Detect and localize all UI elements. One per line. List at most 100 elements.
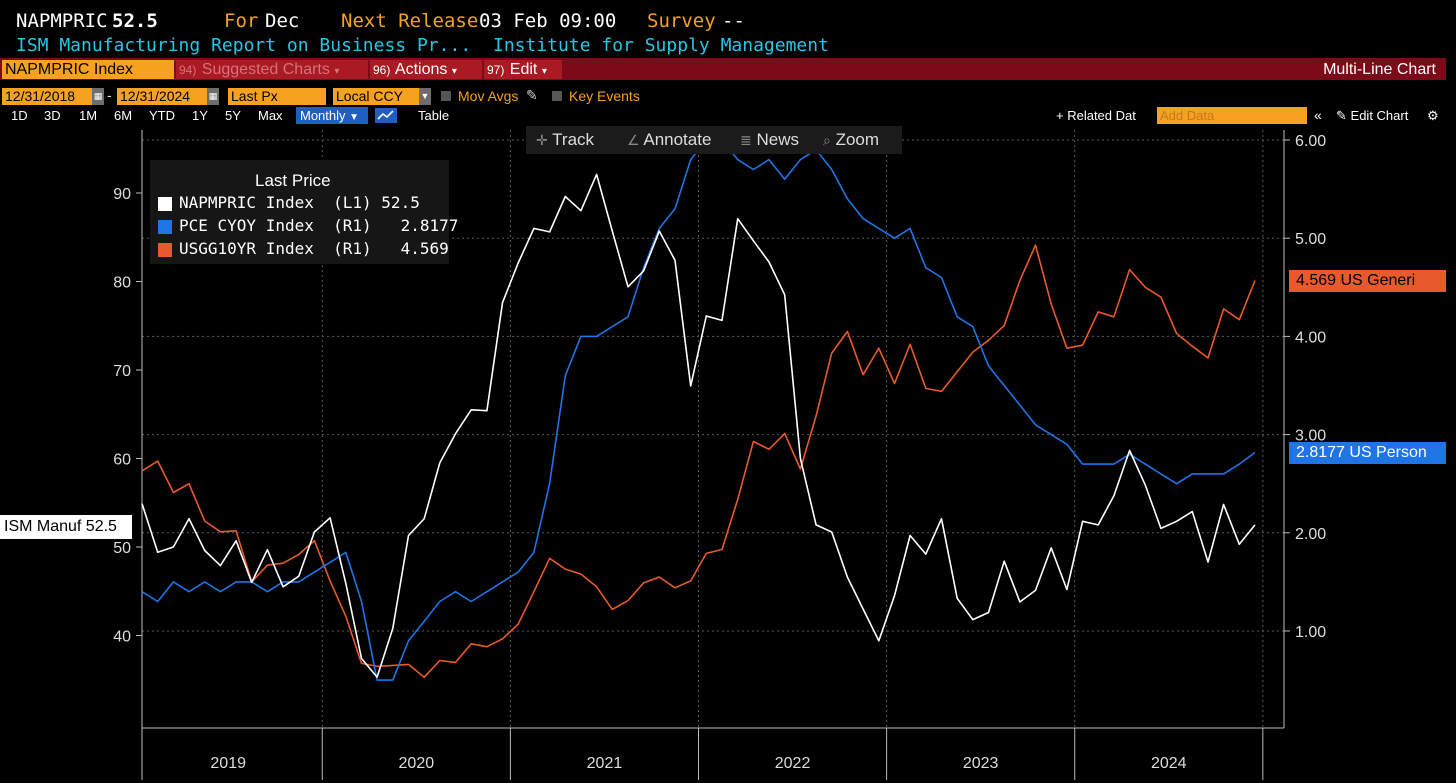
actions-menu[interactable]: 96) Actions ▾ (370, 60, 482, 79)
legend-value: 4.569 (400, 239, 449, 258)
legend-name: USGG10YR Index (179, 239, 314, 258)
right-tick-label: 6.00 (1295, 133, 1326, 150)
start-date-field[interactable]: 12/31/2018 (2, 88, 92, 105)
suggested-charts-menu[interactable]: 94) Suggested Charts ▾ (176, 60, 368, 79)
legend-name: NAPMPRIC Index (179, 193, 314, 212)
x-tick-label: 2024 (1151, 755, 1187, 772)
dropdown-icon: ▾ (451, 66, 457, 77)
x-tick-label: 2019 (210, 755, 246, 772)
for-value: Dec (265, 10, 300, 32)
frequency-label: Monthly (300, 108, 346, 123)
x-tick-label: 2022 (775, 755, 811, 772)
currency-select[interactable]: Local CCY (333, 88, 419, 105)
right-tick-label: 4.00 (1295, 329, 1326, 346)
legend-value: 52.5 (381, 193, 420, 212)
axes: 1.00 2.00 3.00 4.00 5.00 6.00 40 50 60 70 80 90 2019… (113, 130, 1326, 780)
legend-value: 2.8177 (400, 216, 459, 235)
range-6m[interactable]: 6M (114, 108, 133, 123)
range-max[interactable]: Max (258, 108, 283, 123)
legend-item-pce[interactable]: PCE CYOY Index (R1) 2.8177 (179, 216, 458, 235)
pencil-icon: ✎ (1336, 108, 1347, 123)
last-value: 52.5 (112, 10, 158, 32)
legend-item-usgg[interactable]: USGG10YR Index (R1) 4.569 (179, 239, 449, 258)
dropdown-icon: ▾ (541, 66, 547, 77)
edit-chart-label: Edit Chart (1350, 108, 1409, 123)
report-name: ISM Manufacturing Report on Business Pr.… (16, 35, 472, 56)
menu-bar: NAPMPRIC Index 94) Suggested Charts ▾ 96… (0, 58, 1446, 80)
range-5y[interactable]: 5Y (225, 108, 241, 123)
dropdown-icon: ▾ (334, 66, 340, 77)
menu-number: 96) (373, 63, 391, 77)
related-data-button[interactable]: + Related Dat (1056, 108, 1136, 123)
dropdown-icon: ▼ (349, 112, 360, 123)
legend-axis: (L1) (333, 193, 372, 212)
source-name: Institute for Supply Management (493, 35, 829, 56)
calendar-icon[interactable]: ▦ (92, 88, 104, 105)
left-tick-label: 40 (113, 629, 131, 646)
left-tick-label: 60 (113, 452, 131, 469)
key-events-checkbox[interactable] (552, 91, 562, 101)
edit-menu[interactable]: 97) Edit ▾ (484, 60, 562, 79)
calendar-icon[interactable]: ▦ (207, 88, 219, 105)
range-ytd[interactable]: YTD (149, 108, 175, 123)
for-label: For (224, 10, 259, 32)
legend-axis: (R1) (333, 239, 372, 258)
range-3d[interactable]: 3D (44, 108, 61, 123)
frequency-select[interactable]: Monthly ▼ (296, 107, 368, 124)
search-icon: ⌕ (823, 132, 831, 148)
collapse-icon[interactable]: « (1314, 107, 1322, 123)
mov-avgs-checkbox[interactable] (441, 91, 451, 101)
suggested-charts-label: Suggested Charts (201, 61, 330, 78)
edit-chart-button[interactable]: ✎ Edit Chart (1336, 107, 1408, 124)
survey-value: -- (722, 10, 745, 32)
right-tick-label: 3.00 (1295, 428, 1326, 445)
security-field[interactable]: NAPMPRIC Index (2, 60, 174, 79)
range-row: 1D 3D 1M 6M YTD 1Y 5Y Max Monthly ▼ Tabl… (0, 106, 1446, 124)
right-tick-label: 5.00 (1295, 231, 1326, 248)
annotate-tool[interactable]: ∠ Annotate (627, 129, 711, 151)
left-tick-label: 90 (113, 186, 131, 203)
chevron-down-icon[interactable]: ▼ (419, 88, 431, 105)
pce-value-tag: 2.8177 US Person (1289, 442, 1446, 464)
legend-swatch-usgg (158, 243, 172, 257)
annotate-icon: ∠ (627, 132, 640, 148)
edit-label: Edit (509, 61, 538, 78)
menu-number: 94) (179, 63, 197, 77)
field-select[interactable]: Last Px (228, 88, 326, 105)
news-label: News (756, 130, 799, 149)
mov-avgs-label[interactable]: Mov Avgs (458, 88, 519, 104)
left-tick-label: 50 (113, 540, 131, 557)
chart-toolbar: ✛ Track ∠ Annotate ≣ News ⌕ Zoom (526, 126, 902, 154)
security-field-text: NAPMPRIC Index (5, 61, 134, 78)
left-axis-tag: ISM Manuf 52.5 (0, 515, 132, 539)
add-data-input[interactable]: Add Data (1157, 107, 1307, 124)
chart-type-label: Multi-Line Chart (1323, 61, 1436, 78)
series-line-napmpric (141, 173, 1256, 678)
x-tick-label: 2023 (963, 755, 999, 772)
key-events-label[interactable]: Key Events (569, 88, 640, 104)
legend-axis: (R1) (333, 216, 372, 235)
zoom-tool[interactable]: ⌕ Zoom (823, 129, 879, 151)
date-separator: - (107, 87, 112, 103)
track-label: Track (552, 130, 595, 149)
pencil-icon[interactable]: ✎ (526, 87, 538, 103)
table-button[interactable]: Table (418, 108, 450, 123)
range-1y[interactable]: 1Y (192, 108, 208, 123)
ticker-label: NAPMPRIC (16, 10, 108, 32)
next-release-label: Next Release (341, 10, 479, 32)
line-chart-icon[interactable] (375, 108, 397, 123)
range-1m[interactable]: 1M (79, 108, 98, 123)
gear-icon[interactable]: ⚙ (1427, 108, 1439, 123)
left-tick-label: 70 (113, 363, 131, 380)
legend-item-napmpric[interactable]: NAPMPRIC Index (L1) 52.5 (179, 193, 420, 212)
track-tool[interactable]: ✛ Track (536, 129, 594, 151)
zoom-label: Zoom (835, 130, 880, 149)
menu-number: 97) (487, 63, 505, 77)
end-date-field[interactable]: 12/31/2024 (117, 88, 207, 105)
annotate-label: Annotate (643, 130, 712, 149)
news-tool[interactable]: ≣ News (740, 129, 799, 151)
right-tick-label: 2.00 (1295, 526, 1326, 543)
range-1d[interactable]: 1D (11, 108, 28, 123)
usgg-value-tag: 4.569 US Generi (1289, 270, 1446, 292)
